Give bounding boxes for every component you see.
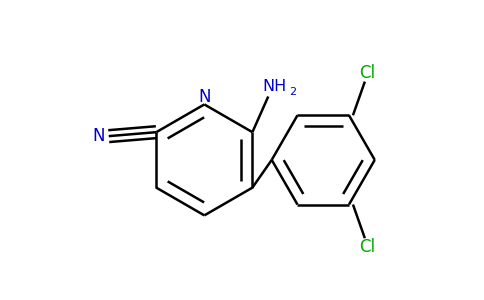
Text: N: N	[92, 127, 105, 145]
Text: 2: 2	[289, 87, 296, 97]
Text: N: N	[198, 88, 211, 106]
Text: Cl: Cl	[359, 64, 375, 82]
Text: NH: NH	[262, 79, 287, 94]
Text: Cl: Cl	[359, 238, 375, 256]
